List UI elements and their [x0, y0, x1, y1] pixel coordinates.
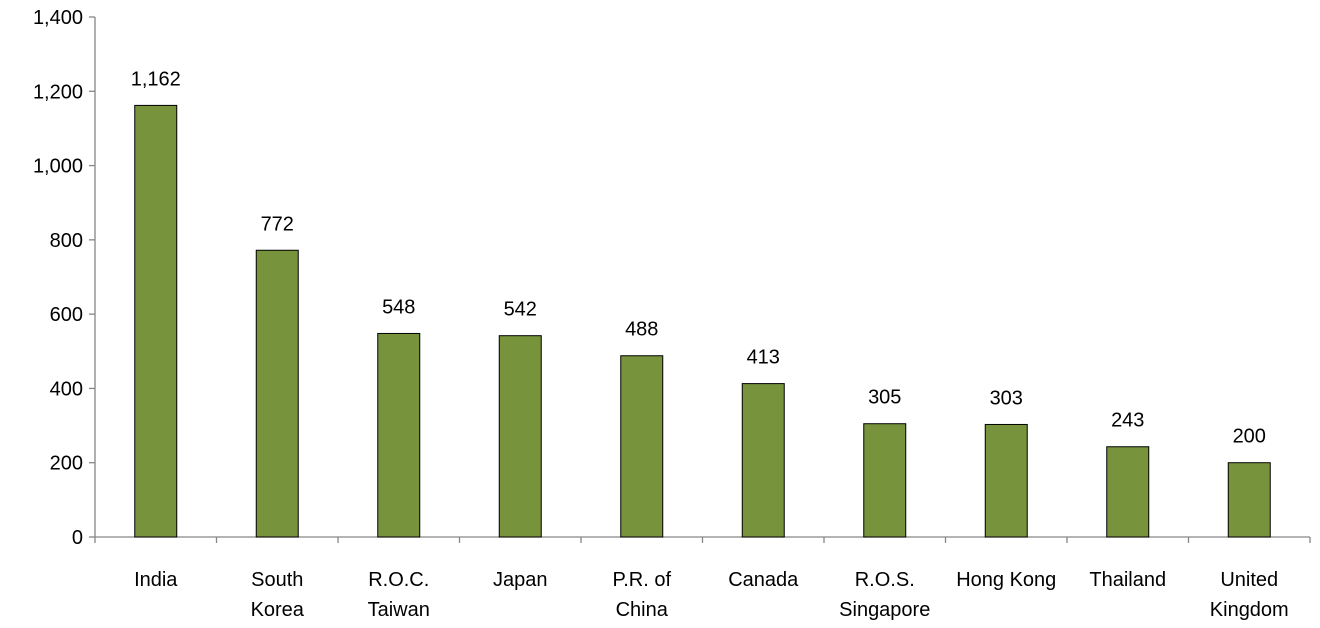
category-label-line: Canada	[728, 569, 799, 591]
category-label: India	[134, 569, 178, 591]
y-tick-label: 200	[50, 453, 83, 475]
category-label-line: India	[134, 569, 178, 591]
category-label-line: Kingdom	[1210, 599, 1289, 621]
data-labels: 1,162 772 548 542 488 413 305 303 243 200	[131, 68, 1266, 447]
y-tick-label: 1,200	[33, 81, 83, 103]
bars	[134, 104, 1271, 538]
y-tick-label: 600	[50, 304, 83, 326]
data-label: 200	[1233, 426, 1266, 448]
y-tick-label: 1,400	[33, 7, 83, 29]
category-label: United Kingdom	[1210, 569, 1289, 621]
category-label-line: R.O.C.	[368, 569, 429, 591]
category-label-line: Korea	[251, 599, 305, 621]
bar	[255, 249, 299, 538]
bar	[984, 423, 1028, 538]
bar	[134, 104, 178, 538]
category-label: R.O.C. Taiwan	[368, 569, 430, 621]
data-label: 548	[382, 296, 415, 318]
category-label-line: Singapore	[839, 599, 930, 621]
data-label: 305	[868, 387, 901, 409]
category-label-line: Japan	[493, 569, 548, 591]
category-label-line: R.O.S.	[855, 569, 915, 591]
data-label: 488	[625, 319, 658, 341]
data-label: 772	[261, 213, 294, 235]
data-label: 303	[990, 387, 1023, 409]
category-label: Canada	[728, 569, 799, 591]
category-label: Hong Kong	[956, 569, 1056, 591]
bar	[620, 355, 664, 538]
category-label-line: Taiwan	[368, 599, 430, 621]
category-label-line: United	[1220, 569, 1278, 591]
data-label: 413	[747, 347, 780, 369]
category-label-line: China	[616, 599, 669, 621]
bar	[741, 383, 785, 538]
y-tick-label: 0	[72, 527, 83, 549]
y-tick-label: 400	[50, 378, 83, 400]
bar	[863, 423, 907, 538]
y-axis: 0 200 400 600 800 1,000 1,200 1,400	[33, 7, 96, 549]
y-tick-label: 1,000	[33, 156, 83, 178]
bar	[1227, 462, 1271, 538]
category-labels: India South Korea R.O.C. Taiwan Japan P.R. of C…	[134, 569, 1289, 621]
category-label-line: South	[251, 569, 303, 591]
data-label: 1,162	[131, 68, 181, 90]
category-label: Thailand	[1089, 569, 1166, 591]
category-label-line: P.R. of	[612, 569, 671, 591]
data-label: 243	[1111, 410, 1144, 432]
x-axis	[94, 536, 1311, 543]
bar	[1106, 446, 1150, 538]
bar	[377, 332, 421, 538]
bar	[498, 335, 542, 538]
data-label: 542	[504, 299, 537, 321]
category-label: R.O.S. Singapore	[839, 569, 930, 621]
category-label: South Korea	[251, 569, 305, 621]
category-label: Japan	[493, 569, 548, 591]
category-label-line: Hong Kong	[956, 569, 1056, 591]
category-label: P.R. of China	[612, 569, 671, 621]
category-label-line: Thailand	[1089, 569, 1166, 591]
y-tick-label: 800	[50, 230, 83, 252]
